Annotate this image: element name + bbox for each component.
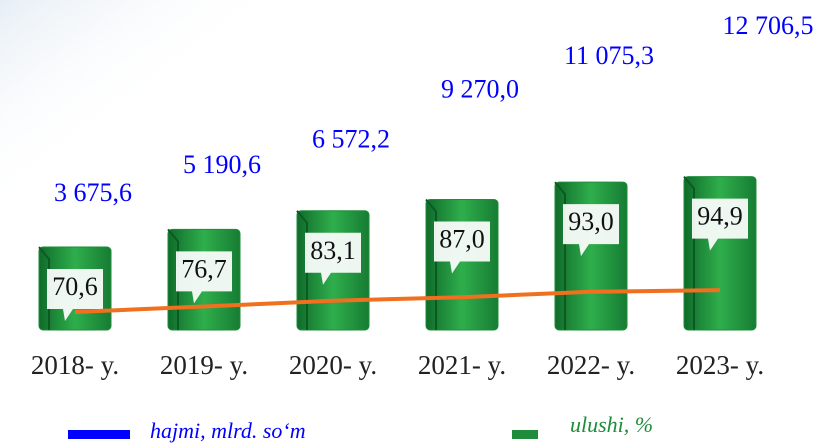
bag-fold bbox=[425, 198, 437, 330]
volume-label: 6 572,2 bbox=[312, 124, 390, 153]
x-tick-label: 2022- y. bbox=[547, 350, 635, 380]
volume-label: 12 706,5 bbox=[723, 11, 814, 40]
background bbox=[0, 0, 300, 220]
volume-label: 11 075,3 bbox=[564, 41, 654, 70]
x-tick-label: 2021- y. bbox=[418, 350, 506, 380]
bag-fold bbox=[554, 181, 566, 330]
volume-label: 5 190,6 bbox=[183, 150, 261, 179]
share-label: 94,9 bbox=[697, 202, 743, 231]
share-label: 76,7 bbox=[181, 254, 227, 283]
share-label: 70,6 bbox=[52, 272, 98, 301]
bubble bbox=[434, 221, 490, 274]
bubble bbox=[692, 198, 748, 251]
legend-label: ulushi, % bbox=[570, 412, 653, 437]
share-line bbox=[74, 288, 721, 314]
x-tick-label: 2023- y. bbox=[676, 350, 764, 380]
volume-label: 9 270,0 bbox=[441, 75, 519, 104]
x-tick-label: 2019- y. bbox=[160, 350, 248, 380]
share-label: 93,0 bbox=[568, 207, 614, 236]
bubble bbox=[563, 204, 619, 257]
bag-fold bbox=[683, 175, 695, 330]
legend-label: hajmi, mlrd. so‘m bbox=[150, 418, 306, 443]
bubble bbox=[47, 269, 103, 322]
bag-fold bbox=[167, 228, 179, 330]
legend-swatch bbox=[68, 430, 130, 439]
volume-label: 3 675,6 bbox=[54, 178, 132, 207]
legend-swatch bbox=[512, 430, 538, 439]
x-tick-label: 2018- y. bbox=[31, 350, 119, 380]
share-label: 83,1 bbox=[310, 236, 356, 265]
x-tick-label: 2020- y. bbox=[289, 350, 377, 380]
share-label: 87,0 bbox=[439, 224, 485, 253]
bag-fold bbox=[296, 210, 308, 330]
bubble bbox=[176, 251, 232, 304]
bubble bbox=[305, 232, 361, 285]
